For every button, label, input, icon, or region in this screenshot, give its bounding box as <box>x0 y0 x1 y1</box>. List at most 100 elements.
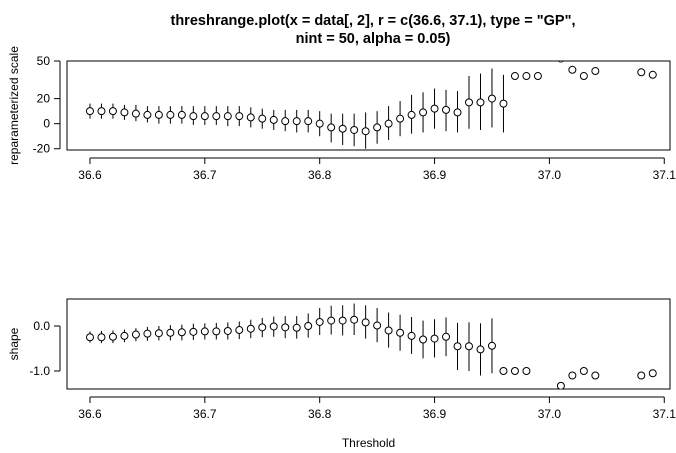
x-tick-label: 36.8 <box>308 168 332 182</box>
data-point <box>223 326 232 335</box>
data-point <box>281 323 290 332</box>
data-point <box>258 323 267 332</box>
data-point <box>154 110 163 119</box>
x-tick-label: 36.9 <box>423 407 447 421</box>
data-point <box>510 367 519 375</box>
data-point <box>396 328 405 337</box>
data-point <box>269 322 278 331</box>
y-tick-label: 0 <box>43 117 50 131</box>
x-tick-label: 37.0 <box>538 168 562 182</box>
x-tick-label: 37.1 <box>653 168 676 182</box>
data-point <box>292 323 301 332</box>
x-tick-label: 37.1 <box>653 407 676 421</box>
data-point <box>430 334 439 343</box>
data-point <box>637 371 646 380</box>
x-tick-label: 36.6 <box>78 168 102 182</box>
data-point <box>499 99 508 108</box>
data-point <box>189 327 198 336</box>
data-point <box>131 109 140 118</box>
data-point <box>522 367 531 375</box>
data-point <box>453 342 462 351</box>
data-point <box>108 107 117 116</box>
data-point <box>327 316 336 325</box>
data-point <box>120 331 129 340</box>
plot-box <box>66 60 671 151</box>
data-point <box>97 333 106 342</box>
data-point <box>212 112 221 121</box>
data-point <box>177 110 186 119</box>
data-point <box>304 117 313 126</box>
data-point <box>557 61 565 63</box>
data-point <box>476 98 485 107</box>
data-point <box>407 331 416 340</box>
data-point <box>143 110 152 119</box>
data-point <box>568 65 577 74</box>
data-point <box>579 72 588 81</box>
data-point <box>384 326 393 335</box>
data-point <box>350 315 359 324</box>
data-point <box>648 70 657 79</box>
data-point <box>487 341 496 350</box>
data-point <box>361 318 370 327</box>
data-point <box>304 322 313 330</box>
data-point <box>246 324 255 333</box>
scale-panel: 36.6 36.7 36.8 36.9 37.0 37.1 -20 0 20 50 reparame… <box>7 46 676 182</box>
data-point <box>223 112 232 121</box>
data-point <box>85 333 94 342</box>
y-tick-label: 50 <box>37 54 51 68</box>
data-point <box>177 328 186 337</box>
data-point <box>235 112 244 121</box>
x-tick-label: 36.7 <box>193 168 217 182</box>
data-point <box>637 68 646 77</box>
y-tick-label: -1.0 <box>29 364 50 378</box>
shape-panel: 36.6 36.7 36.8 36.9 37.0 37.1 -1.0 0.0 shape Thre… <box>7 298 676 450</box>
plot-box <box>66 298 671 390</box>
data-point <box>465 98 473 107</box>
data-point <box>579 367 588 375</box>
data-point <box>648 369 657 378</box>
x-axis-label: Threshold <box>342 436 395 450</box>
data-point <box>200 112 209 121</box>
data-point <box>533 72 542 81</box>
data-point <box>419 335 428 344</box>
data-point <box>131 330 140 339</box>
data-point <box>108 332 117 341</box>
data-point <box>442 332 451 341</box>
data-point <box>315 119 324 128</box>
data-point <box>120 108 129 117</box>
data-point <box>487 94 496 103</box>
data-point <box>338 124 347 133</box>
data-point <box>453 108 462 117</box>
data-point <box>338 316 347 325</box>
data-point <box>373 321 382 330</box>
data-point <box>419 108 428 117</box>
y-tick-label: 20 <box>37 92 51 106</box>
x-tick-label: 36.8 <box>308 407 332 421</box>
data-point <box>396 114 405 123</box>
data-point <box>373 123 382 132</box>
y-tick-label: -20 <box>33 142 51 156</box>
data-point <box>281 117 290 126</box>
data-point <box>465 342 473 351</box>
x-tick-label: 36.6 <box>78 407 102 421</box>
plot-area <box>85 303 657 389</box>
data-point <box>499 367 508 375</box>
data-point <box>292 117 301 126</box>
figure-title-line-1: threshrange.plot(x = data[, 2], r = c(36… <box>171 13 576 29</box>
data-point <box>166 110 175 119</box>
data-point <box>442 105 451 114</box>
x-tick-label: 36.7 <box>193 407 217 421</box>
y-axis-label: shape <box>7 327 21 360</box>
data-point <box>591 371 600 380</box>
data-point <box>522 72 531 81</box>
data-point <box>430 104 439 113</box>
data-point <box>85 107 94 116</box>
data-point <box>510 72 519 81</box>
data-point <box>556 381 565 389</box>
data-point <box>269 115 278 124</box>
data-point <box>361 127 370 136</box>
data-point <box>568 371 577 380</box>
data-point <box>143 329 152 338</box>
data-point <box>476 345 485 354</box>
